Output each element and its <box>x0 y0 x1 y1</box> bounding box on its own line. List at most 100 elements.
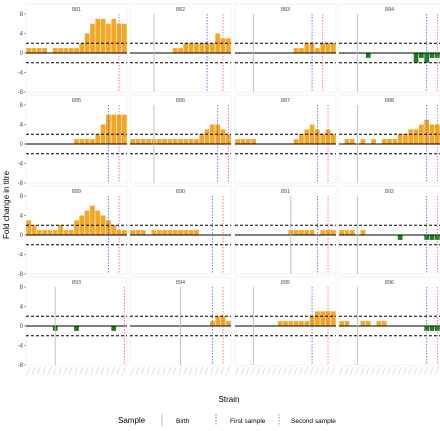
panel-891: 891 <box>234 185 337 275</box>
y-tick-label: -4 <box>18 344 24 350</box>
bar <box>325 43 331 53</box>
panel-title: 894 <box>176 280 185 286</box>
bar <box>68 48 74 53</box>
bar <box>392 139 398 144</box>
strain-tick-label <box>283 366 287 376</box>
strain-tick-label <box>288 366 293 376</box>
strain-tick-label <box>47 366 52 376</box>
strain-tick-label <box>387 366 391 376</box>
strain-tick-label <box>156 366 161 376</box>
bar <box>245 139 251 144</box>
bar <box>315 48 320 53</box>
y-tick-label: -4 <box>18 71 24 77</box>
strain-tick-label <box>344 366 349 376</box>
strain-tick-label <box>210 366 214 376</box>
bar <box>183 230 189 235</box>
bar <box>424 119 430 144</box>
y-tick-label: -8 <box>18 272 24 278</box>
bar <box>79 43 85 53</box>
bar <box>42 48 47 53</box>
panel-title: 890 <box>176 189 185 195</box>
panel-890: 890 <box>129 185 232 275</box>
bar <box>330 311 336 326</box>
bar <box>194 230 199 235</box>
strain-tick-label <box>178 366 182 376</box>
strain-tick-label <box>299 366 303 376</box>
strain-tick-label <box>272 366 277 376</box>
bar <box>397 134 403 144</box>
strain-tick-label <box>162 366 166 376</box>
bar <box>130 139 136 144</box>
legend-first-label: First sample <box>230 418 266 425</box>
bar <box>225 38 231 53</box>
bar <box>304 43 310 53</box>
bar <box>95 18 101 53</box>
y-tick-label: 0 <box>20 233 24 239</box>
panel-888: 888 <box>338 94 440 184</box>
panel-title: 895 <box>281 280 290 286</box>
bar <box>220 129 226 144</box>
panel-title: 883 <box>281 7 290 13</box>
bar <box>178 139 183 144</box>
y-tick-label: 0 <box>20 324 24 330</box>
bar <box>387 139 392 144</box>
strain-tick-label <box>424 366 428 376</box>
bar <box>63 230 69 235</box>
bar <box>339 321 345 326</box>
bar <box>215 316 221 326</box>
strain-tick-label <box>251 366 255 376</box>
strain-tick-label <box>397 366 402 376</box>
panel-886: 886 <box>129 94 232 184</box>
panel-887: 887 <box>234 94 337 184</box>
strain-tick-label <box>392 366 397 376</box>
strain-tick-label <box>408 366 413 376</box>
strain-tick-label <box>204 366 209 376</box>
panel-title: 885 <box>72 98 81 104</box>
strain-tick-label <box>52 366 57 376</box>
bar <box>424 53 430 63</box>
bar <box>339 230 345 235</box>
strain-tick-label <box>37 366 41 376</box>
bar <box>320 311 326 326</box>
bar <box>320 134 326 144</box>
bar <box>121 230 127 235</box>
bar <box>277 321 283 326</box>
bar <box>156 230 162 235</box>
legend-second-label: Second sample <box>291 418 336 425</box>
x-axis-label: Strain <box>219 395 240 404</box>
bar <box>36 48 42 53</box>
bar <box>162 139 167 144</box>
panel-background <box>129 185 232 275</box>
bar <box>434 326 440 331</box>
y-tick-label: 0 <box>20 51 24 57</box>
strain-tick-label <box>100 366 105 376</box>
bar <box>413 53 419 63</box>
strain-tick-label <box>135 366 140 376</box>
y-tick-label: 8 <box>20 103 24 109</box>
bar <box>42 230 47 235</box>
bar <box>299 321 304 326</box>
bar <box>58 48 63 53</box>
bar <box>330 134 336 144</box>
y-tick-label: 8 <box>20 194 24 200</box>
bar <box>304 230 310 235</box>
strain-tick-label <box>58 366 62 376</box>
y-tick-label: 8 <box>20 285 24 291</box>
panel-title: 887 <box>281 98 290 104</box>
bar <box>36 230 42 235</box>
panel-896: 896 <box>338 276 440 366</box>
strain-tick-label <box>339 366 343 376</box>
bar <box>52 48 58 53</box>
bar <box>225 321 231 326</box>
bar <box>360 230 366 235</box>
bar <box>74 220 79 235</box>
strain-tick-label <box>199 366 204 376</box>
bar <box>47 230 53 235</box>
bar <box>90 139 95 144</box>
panel-background <box>338 276 440 366</box>
bar <box>344 230 350 235</box>
bar <box>403 134 408 144</box>
bar <box>299 230 304 235</box>
y-tick-label: -8 <box>18 363 24 369</box>
strain-tick-label <box>429 366 434 376</box>
